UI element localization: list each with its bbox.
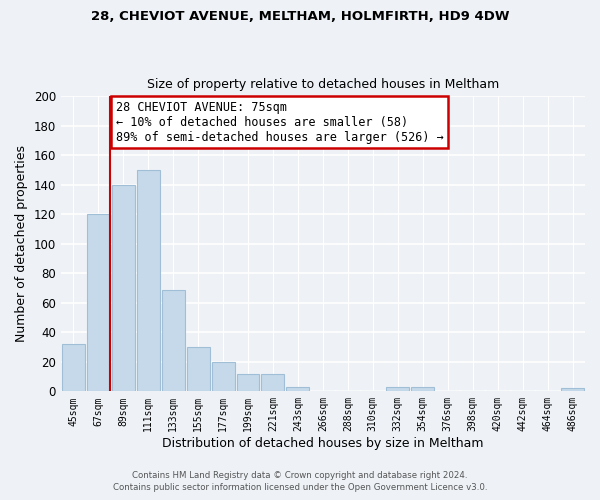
Bar	[62, 344, 85, 392]
Title: Size of property relative to detached houses in Meltham: Size of property relative to detached ho…	[147, 78, 499, 91]
Y-axis label: Number of detached properties: Number of detached properties	[15, 146, 28, 342]
Text: 28, CHEVIOT AVENUE, MELTHAM, HOLMFIRTH, HD9 4DW: 28, CHEVIOT AVENUE, MELTHAM, HOLMFIRTH, …	[91, 10, 509, 23]
X-axis label: Distribution of detached houses by size in Meltham: Distribution of detached houses by size …	[162, 437, 484, 450]
Bar	[262, 374, 284, 392]
Bar	[137, 170, 160, 392]
Bar	[386, 387, 409, 392]
Bar	[212, 362, 235, 392]
Bar	[161, 290, 185, 392]
Bar	[112, 185, 134, 392]
Text: 28 CHEVIOT AVENUE: 75sqm
← 10% of detached houses are smaller (58)
89% of semi-d: 28 CHEVIOT AVENUE: 75sqm ← 10% of detach…	[116, 101, 443, 144]
Bar	[286, 387, 310, 392]
Bar	[236, 374, 259, 392]
Text: Contains HM Land Registry data © Crown copyright and database right 2024.
Contai: Contains HM Land Registry data © Crown c…	[113, 471, 487, 492]
Bar	[411, 387, 434, 392]
Bar	[187, 347, 209, 392]
Bar	[561, 388, 584, 392]
Bar	[87, 214, 110, 392]
